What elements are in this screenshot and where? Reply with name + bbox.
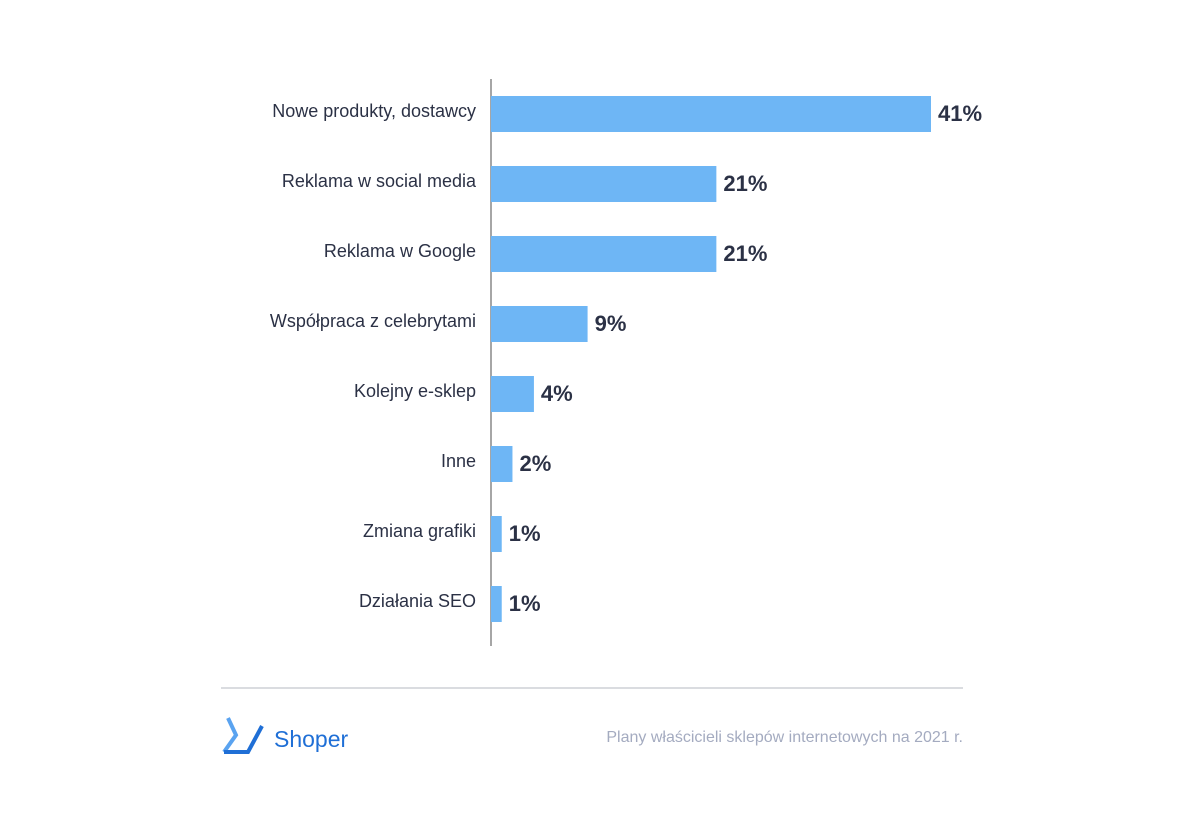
value-label: 1% — [509, 521, 541, 546]
value-label: 4% — [541, 381, 573, 406]
bar — [491, 306, 588, 342]
value-label: 2% — [519, 451, 551, 476]
category-label: Współpraca z celebrytami — [270, 311, 476, 331]
bar — [491, 166, 717, 202]
category-label: Reklama w social media — [282, 171, 477, 191]
source-note: Plany właścicieli sklepów internetowych … — [606, 729, 963, 746]
category-label: Działania SEO — [359, 591, 476, 611]
category-label: Inne — [441, 451, 476, 471]
bar — [491, 446, 513, 482]
bar — [491, 376, 534, 412]
bar — [491, 586, 502, 622]
bar — [491, 96, 931, 132]
category-label: Reklama w Google — [324, 241, 476, 261]
value-label: 21% — [723, 241, 767, 266]
value-label: 41% — [938, 101, 982, 126]
category-label: Nowe produkty, dostawcy — [272, 101, 476, 121]
value-label: 1% — [509, 591, 541, 616]
bar — [491, 236, 717, 272]
category-label: Kolejny e-sklep — [354, 381, 476, 401]
value-label: 9% — [595, 311, 627, 336]
bar — [491, 516, 502, 552]
logo-icon — [222, 717, 264, 754]
value-label: 21% — [723, 171, 767, 196]
logo-text: Shoper — [274, 726, 349, 752]
category-label: Zmiana grafiki — [363, 521, 476, 541]
